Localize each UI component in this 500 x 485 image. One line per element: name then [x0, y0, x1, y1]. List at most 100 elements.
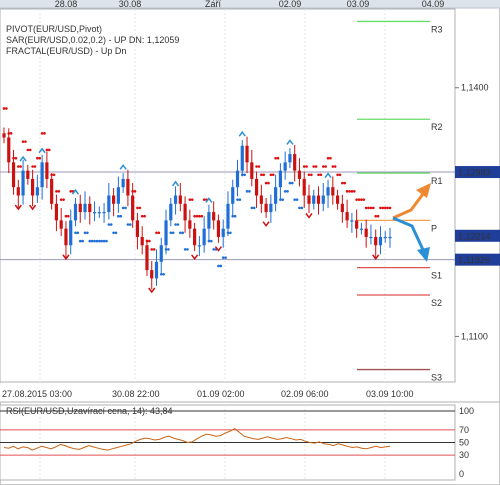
rsi-tick-label: 100: [459, 406, 474, 416]
sar-dot: [78, 239, 82, 243]
candle-body: [159, 245, 163, 262]
sar-dot: [26, 148, 30, 152]
sar-dot: [329, 156, 332, 160]
sar-dot: [47, 148, 51, 152]
sar-dot: [374, 214, 378, 218]
sar-dot: [200, 214, 204, 218]
sar-dot: [209, 239, 213, 243]
candle-body: [154, 261, 159, 279]
sar-dot: [176, 223, 180, 226]
fractal-down-marker: [214, 246, 223, 252]
pivot-label-p: P: [431, 223, 437, 233]
sar-dot: [88, 239, 92, 243]
price-horizontal-lines: [0, 171, 455, 261]
sar-dot: [105, 239, 108, 243]
forecast-arrows: [392, 183, 431, 262]
sar-dot: [143, 214, 146, 218]
top-date-label: Září: [205, 0, 222, 9]
price-marker-label: 1,12983: [458, 168, 491, 178]
sar-dot: [295, 198, 299, 201]
candle-body: [212, 212, 216, 221]
sar-dot: [250, 206, 254, 210]
sar-dot: [248, 190, 251, 193]
sar-dot: [283, 190, 287, 193]
fractal-up-marker: [119, 164, 127, 170]
candle-body: [250, 162, 254, 179]
fractal-up-marker: [71, 188, 80, 195]
sar-dot: [136, 206, 139, 210]
sar-dot: [281, 198, 285, 201]
pivot-levels: R3 R2 R1 P S1 S2 S3: [357, 20, 443, 383]
fractal-up-marker: [171, 180, 180, 187]
sar-dot: [286, 190, 289, 193]
sar-dot: [219, 264, 223, 268]
sar-dot: [212, 248, 215, 251]
candle-body: [288, 154, 292, 163]
sar-dot: [224, 256, 227, 259]
sar-dot: [355, 198, 358, 201]
sar-dot: [128, 223, 132, 226]
time-tick-label: 02.09 06:00: [281, 389, 329, 399]
sar-dot: [343, 181, 347, 185]
fractal-down-marker: [14, 204, 22, 211]
top-date-label: 04.09: [422, 0, 445, 9]
sar-dot: [179, 231, 182, 235]
sar-dot: [276, 156, 280, 160]
candle-body: [16, 187, 20, 196]
sar-dot: [157, 231, 161, 235]
top-date-label: 28.08: [55, 0, 78, 9]
time-tick-label: 27.08.2015 03:00: [2, 389, 72, 399]
sar-dot: [100, 239, 103, 243]
sar-dot: [217, 264, 220, 268]
candle-body: [88, 203, 92, 213]
candle-body: [73, 203, 78, 221]
sar-dot: [221, 256, 225, 259]
candle-body: [69, 220, 73, 246]
candle-body: [369, 236, 373, 239]
sar-dot: [148, 239, 151, 243]
rsi-tick-label: 0: [459, 469, 464, 479]
candle-body: [59, 220, 63, 229]
fractal-down-marker: [305, 212, 313, 219]
candle-body: [83, 203, 87, 213]
sar-dot: [86, 231, 89, 235]
sar-dot: [174, 223, 177, 226]
candle-body: [169, 203, 173, 221]
sar-dot: [348, 190, 351, 193]
candle-body: [30, 178, 35, 196]
candle-body: [359, 228, 364, 230]
sar-dot: [324, 165, 327, 168]
time-tick-label: 01.09 02:00: [197, 389, 245, 399]
top-date-label: 03.09: [347, 0, 370, 9]
top-date-bar: [0, 0, 500, 8]
pivot-label-s2: S2: [431, 298, 442, 308]
sar-dot: [233, 214, 237, 218]
sar-dot: [183, 248, 187, 251]
sar-dot: [57, 190, 61, 193]
sar-dot: [317, 173, 320, 177]
candle-body: [278, 170, 282, 188]
sar-dot: [267, 181, 270, 185]
candle-body: [364, 228, 368, 237]
sar-dot: [333, 165, 337, 168]
fractal-down-marker: [28, 204, 37, 211]
rsi-levels: [0, 410, 455, 456]
time-axis-labels: 27.08.2015 03:00 30.08 22:00 01.09 02:00 02…: [2, 389, 414, 399]
fractal-down-marker: [262, 221, 270, 227]
sar-dot: [121, 206, 125, 210]
candle-body: [388, 236, 392, 239]
candle-body: [283, 162, 287, 171]
candle-body: [21, 170, 25, 196]
time-axis: [0, 383, 455, 402]
sar-dot: [81, 239, 84, 243]
price-marker-box: [455, 229, 500, 242]
candle-body: [383, 236, 387, 239]
sar-dot: [193, 214, 196, 218]
candle-body: [50, 178, 54, 204]
sar-dot: [195, 214, 199, 218]
sar-dot: [14, 156, 18, 160]
sar-dot: [252, 206, 256, 210]
candle-body: [378, 236, 383, 246]
sar-dot: [236, 198, 239, 201]
sar-dot: [245, 190, 249, 193]
